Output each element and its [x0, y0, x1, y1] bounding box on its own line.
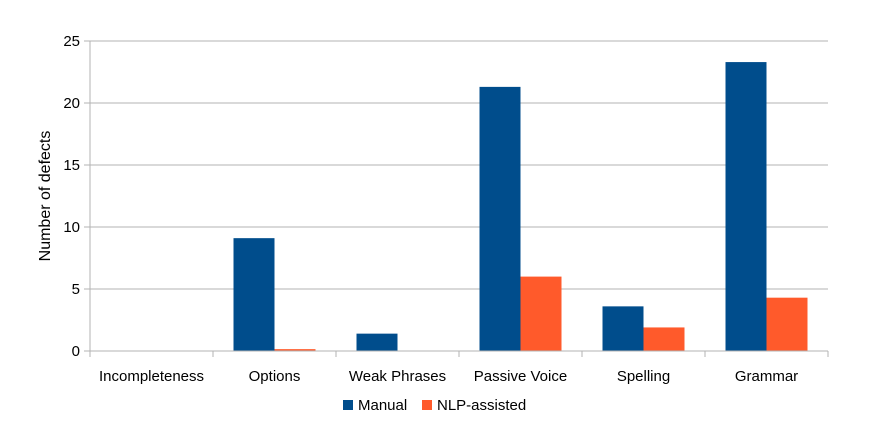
bar-nlp-assisted-options	[274, 349, 316, 351]
bar-manual-spelling	[602, 306, 644, 351]
gridlines	[90, 40, 828, 352]
y-tick-label: 25	[63, 33, 80, 50]
bar-nlp-assisted-passive-voice	[520, 276, 562, 351]
bar-nlp-assisted-spelling	[643, 327, 685, 351]
category-label: Options	[249, 368, 301, 385]
category-label: Spelling	[617, 368, 670, 385]
bars	[233, 62, 808, 352]
y-axis-ticks: 0 5 10 15 20 25	[63, 33, 90, 360]
legend-label: Manual	[358, 397, 407, 414]
y-tick-label: 15	[63, 157, 80, 174]
bar-manual-options	[233, 238, 275, 351]
legend-swatch	[343, 400, 353, 410]
bar-manual-weak-phrases	[356, 333, 398, 351]
axes	[89, 41, 829, 357]
bar-nlp-assisted-grammar	[766, 297, 808, 351]
category-label: Incompleteness	[99, 368, 204, 385]
legend-label: NLP-assisted	[437, 397, 526, 414]
category-label: Passive Voice	[474, 368, 567, 385]
y-tick-label: 10	[63, 219, 80, 236]
y-tick-label: 5	[72, 281, 80, 298]
category-label: Weak Phrases	[349, 368, 446, 385]
bar-manual-grammar	[725, 62, 767, 352]
legend-swatch	[422, 400, 432, 410]
category-labels: Incompleteness Options Weak Phrases Passive…	[99, 368, 798, 385]
y-tick-label: 20	[63, 95, 80, 112]
y-tick-label: 0	[72, 343, 80, 360]
legend: Manual NLP-assisted	[343, 397, 526, 414]
y-axis-label: Number of defects	[37, 131, 54, 262]
category-label: Grammar	[735, 368, 798, 385]
bar-manual-passive-voice	[479, 86, 521, 351]
